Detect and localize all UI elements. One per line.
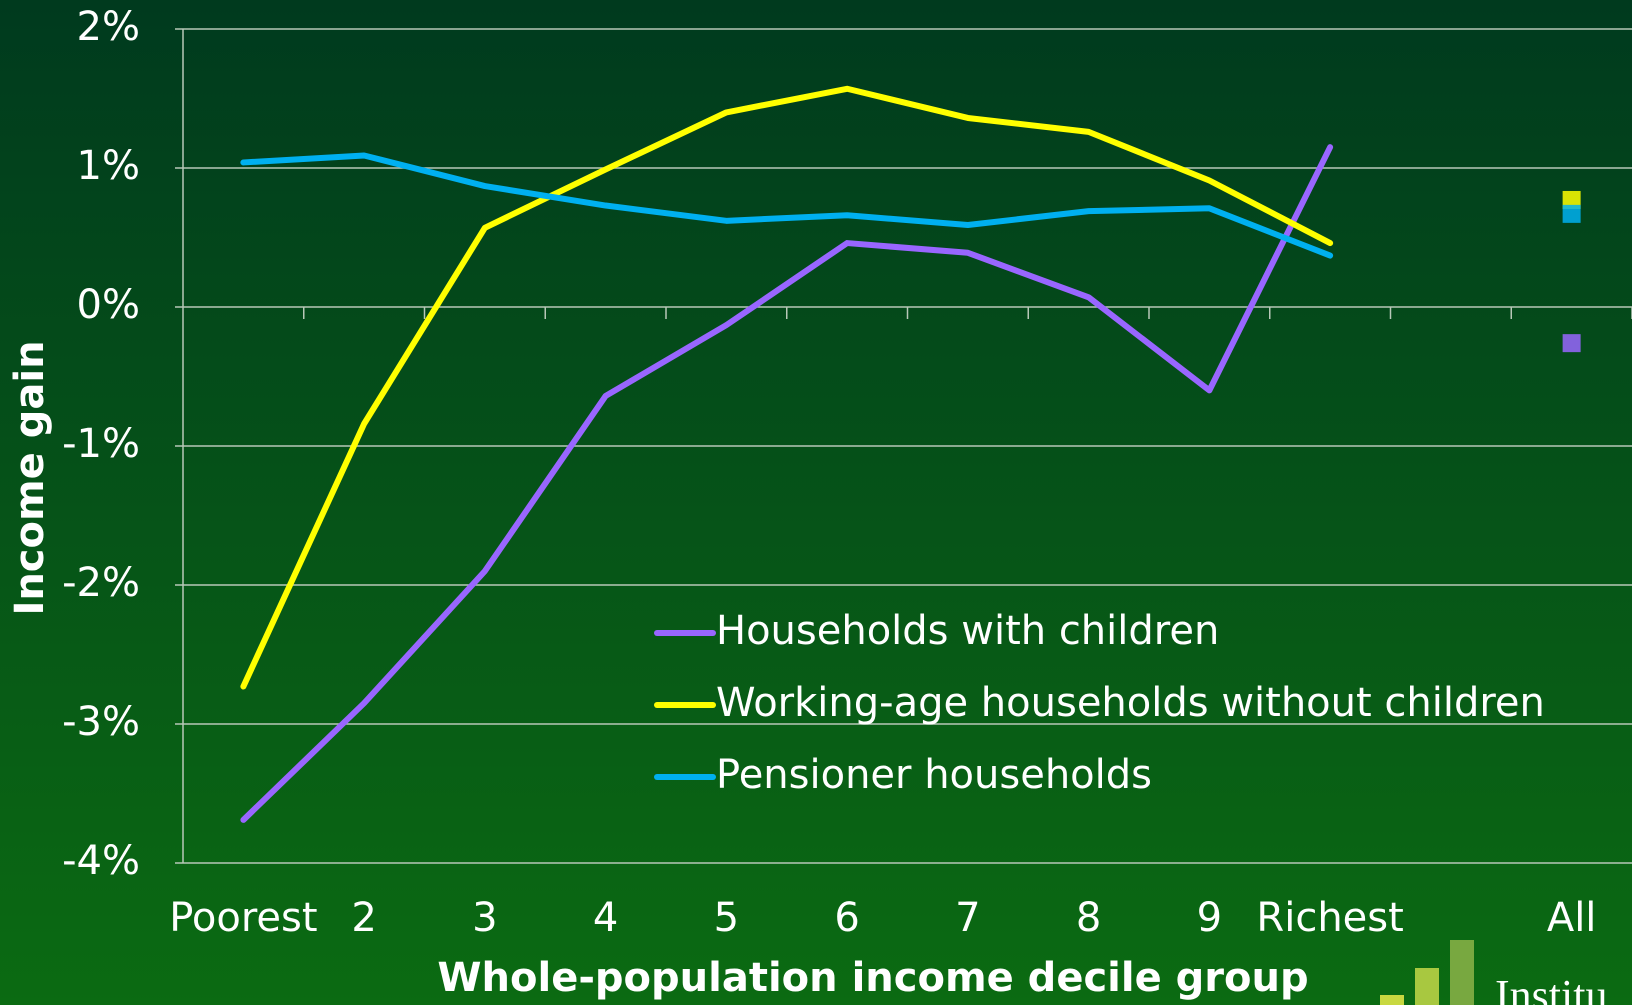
y-axis-title: Income gain (7, 340, 53, 615)
y-tick-label: 2% (77, 4, 140, 50)
legend-label: Households with children (716, 608, 1219, 654)
x-tick-label: 2 (351, 895, 376, 941)
legend-label: Working-age households without children (716, 680, 1545, 726)
y-tick-label: -4% (62, 838, 140, 884)
x-tick-label: All (1547, 895, 1597, 941)
y-tick-label: 1% (77, 143, 140, 189)
x-tick-label: 7 (955, 895, 980, 941)
x-tick-label: 6 (834, 895, 859, 941)
x-tick-label: 9 (1197, 895, 1222, 941)
series-line (240, 144, 1334, 823)
y-tick-label: -1% (62, 421, 140, 467)
y-tick-label: -2% (62, 560, 140, 606)
point-marker (1562, 204, 1581, 223)
x-axis-title: Whole-population income decile group (437, 955, 1308, 1001)
x-tick-label: 5 (714, 895, 739, 941)
legend-label: Pensioner households (716, 752, 1152, 798)
series-line (240, 85, 1334, 690)
x-tick-label: 8 (1076, 895, 1101, 941)
logo-bar (1450, 940, 1474, 1005)
x-tick-label: Poorest (169, 895, 317, 941)
logo: Institu (1380, 940, 1607, 1005)
x-tick-label: Richest (1256, 895, 1403, 941)
y-tick-label: 0% (77, 282, 140, 328)
point-marker (1562, 334, 1581, 353)
logo-bar (1380, 995, 1404, 1005)
x-tick-label: 3 (472, 895, 497, 941)
logo-bar (1415, 968, 1439, 1005)
logo-text: Institu (1495, 971, 1607, 1005)
x-tick-label: 4 (593, 895, 618, 941)
point-marker (1562, 190, 1581, 209)
y-tick-label: -3% (62, 699, 140, 745)
series-line (240, 152, 1334, 259)
